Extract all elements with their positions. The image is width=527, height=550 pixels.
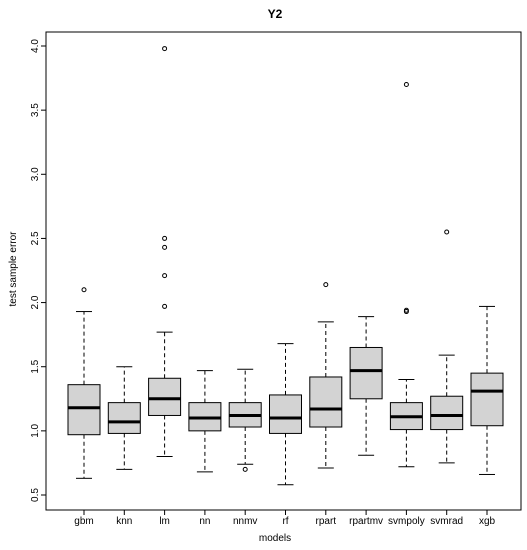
box-body bbox=[67, 384, 101, 436]
y-tick-label: 3.5 bbox=[30, 103, 41, 117]
outlier-point bbox=[162, 235, 168, 241]
box-rf bbox=[269, 343, 302, 486]
y-tick-label: 1.0 bbox=[30, 423, 41, 437]
outlier-point bbox=[162, 273, 168, 279]
boxes-group bbox=[67, 46, 504, 486]
x-tick-label: gbm bbox=[74, 516, 93, 527]
outlier-point bbox=[403, 81, 409, 87]
y-axis-title: test sample error bbox=[8, 231, 19, 307]
outlier-point bbox=[403, 307, 409, 313]
box-body bbox=[148, 377, 182, 416]
x-tick-label: nnmv bbox=[233, 516, 257, 527]
x-tick-label: lm bbox=[159, 516, 170, 527]
box-body bbox=[269, 394, 302, 434]
box-nn bbox=[188, 370, 222, 473]
y-tick-label: 0.5 bbox=[30, 488, 41, 502]
x-tick-label: rpart bbox=[316, 516, 337, 527]
box-rpart bbox=[309, 282, 343, 469]
y-tick-label: 4.0 bbox=[30, 39, 41, 53]
box-svmpoly bbox=[389, 81, 423, 468]
outlier-point bbox=[162, 46, 168, 52]
box-lm bbox=[148, 46, 182, 458]
box-svmrad bbox=[430, 229, 464, 464]
box-body bbox=[349, 346, 383, 400]
box-gbm bbox=[67, 287, 101, 479]
x-tick-label: rpartmv bbox=[349, 516, 383, 527]
box-body bbox=[309, 376, 343, 428]
y-axis: 0.5 1.0 1.5 2.0 2.5 3.0 3.5 4.0 bbox=[30, 39, 46, 502]
chart-title: Y2 bbox=[268, 7, 283, 21]
x-tick-label: nn bbox=[199, 516, 210, 527]
outlier-point bbox=[162, 244, 168, 250]
box-body bbox=[107, 402, 141, 434]
outlier-point bbox=[242, 466, 248, 472]
y-tick-label: 2.0 bbox=[30, 295, 41, 309]
box-body bbox=[470, 372, 504, 427]
box-body bbox=[430, 395, 464, 431]
y-tick-label: 1.5 bbox=[30, 359, 41, 373]
x-tick-label: knn bbox=[116, 516, 132, 527]
outlier-point bbox=[162, 303, 168, 309]
outlier-point bbox=[323, 282, 329, 288]
y-tick-label: 2.5 bbox=[30, 231, 41, 245]
x-axis: gbm knn lm nn nnmv rf rpart rpartmv svmpoly svmra… bbox=[74, 510, 495, 527]
outlier-point bbox=[81, 287, 87, 293]
x-tick-label: xgb bbox=[479, 516, 496, 527]
x-tick-label: svmpoly bbox=[388, 516, 425, 527]
plot-frame bbox=[45, 31, 522, 511]
box-rpartmv bbox=[349, 316, 383, 456]
x-axis-title: models bbox=[259, 533, 291, 544]
x-tick-label: rf bbox=[282, 516, 288, 527]
y-tick-label: 3.0 bbox=[30, 167, 41, 181]
outlier-point bbox=[444, 229, 450, 235]
box-nnmv bbox=[228, 368, 262, 472]
box-xgb bbox=[470, 305, 504, 475]
x-tick-label: svmrad bbox=[430, 516, 463, 527]
box-knn bbox=[107, 366, 141, 470]
